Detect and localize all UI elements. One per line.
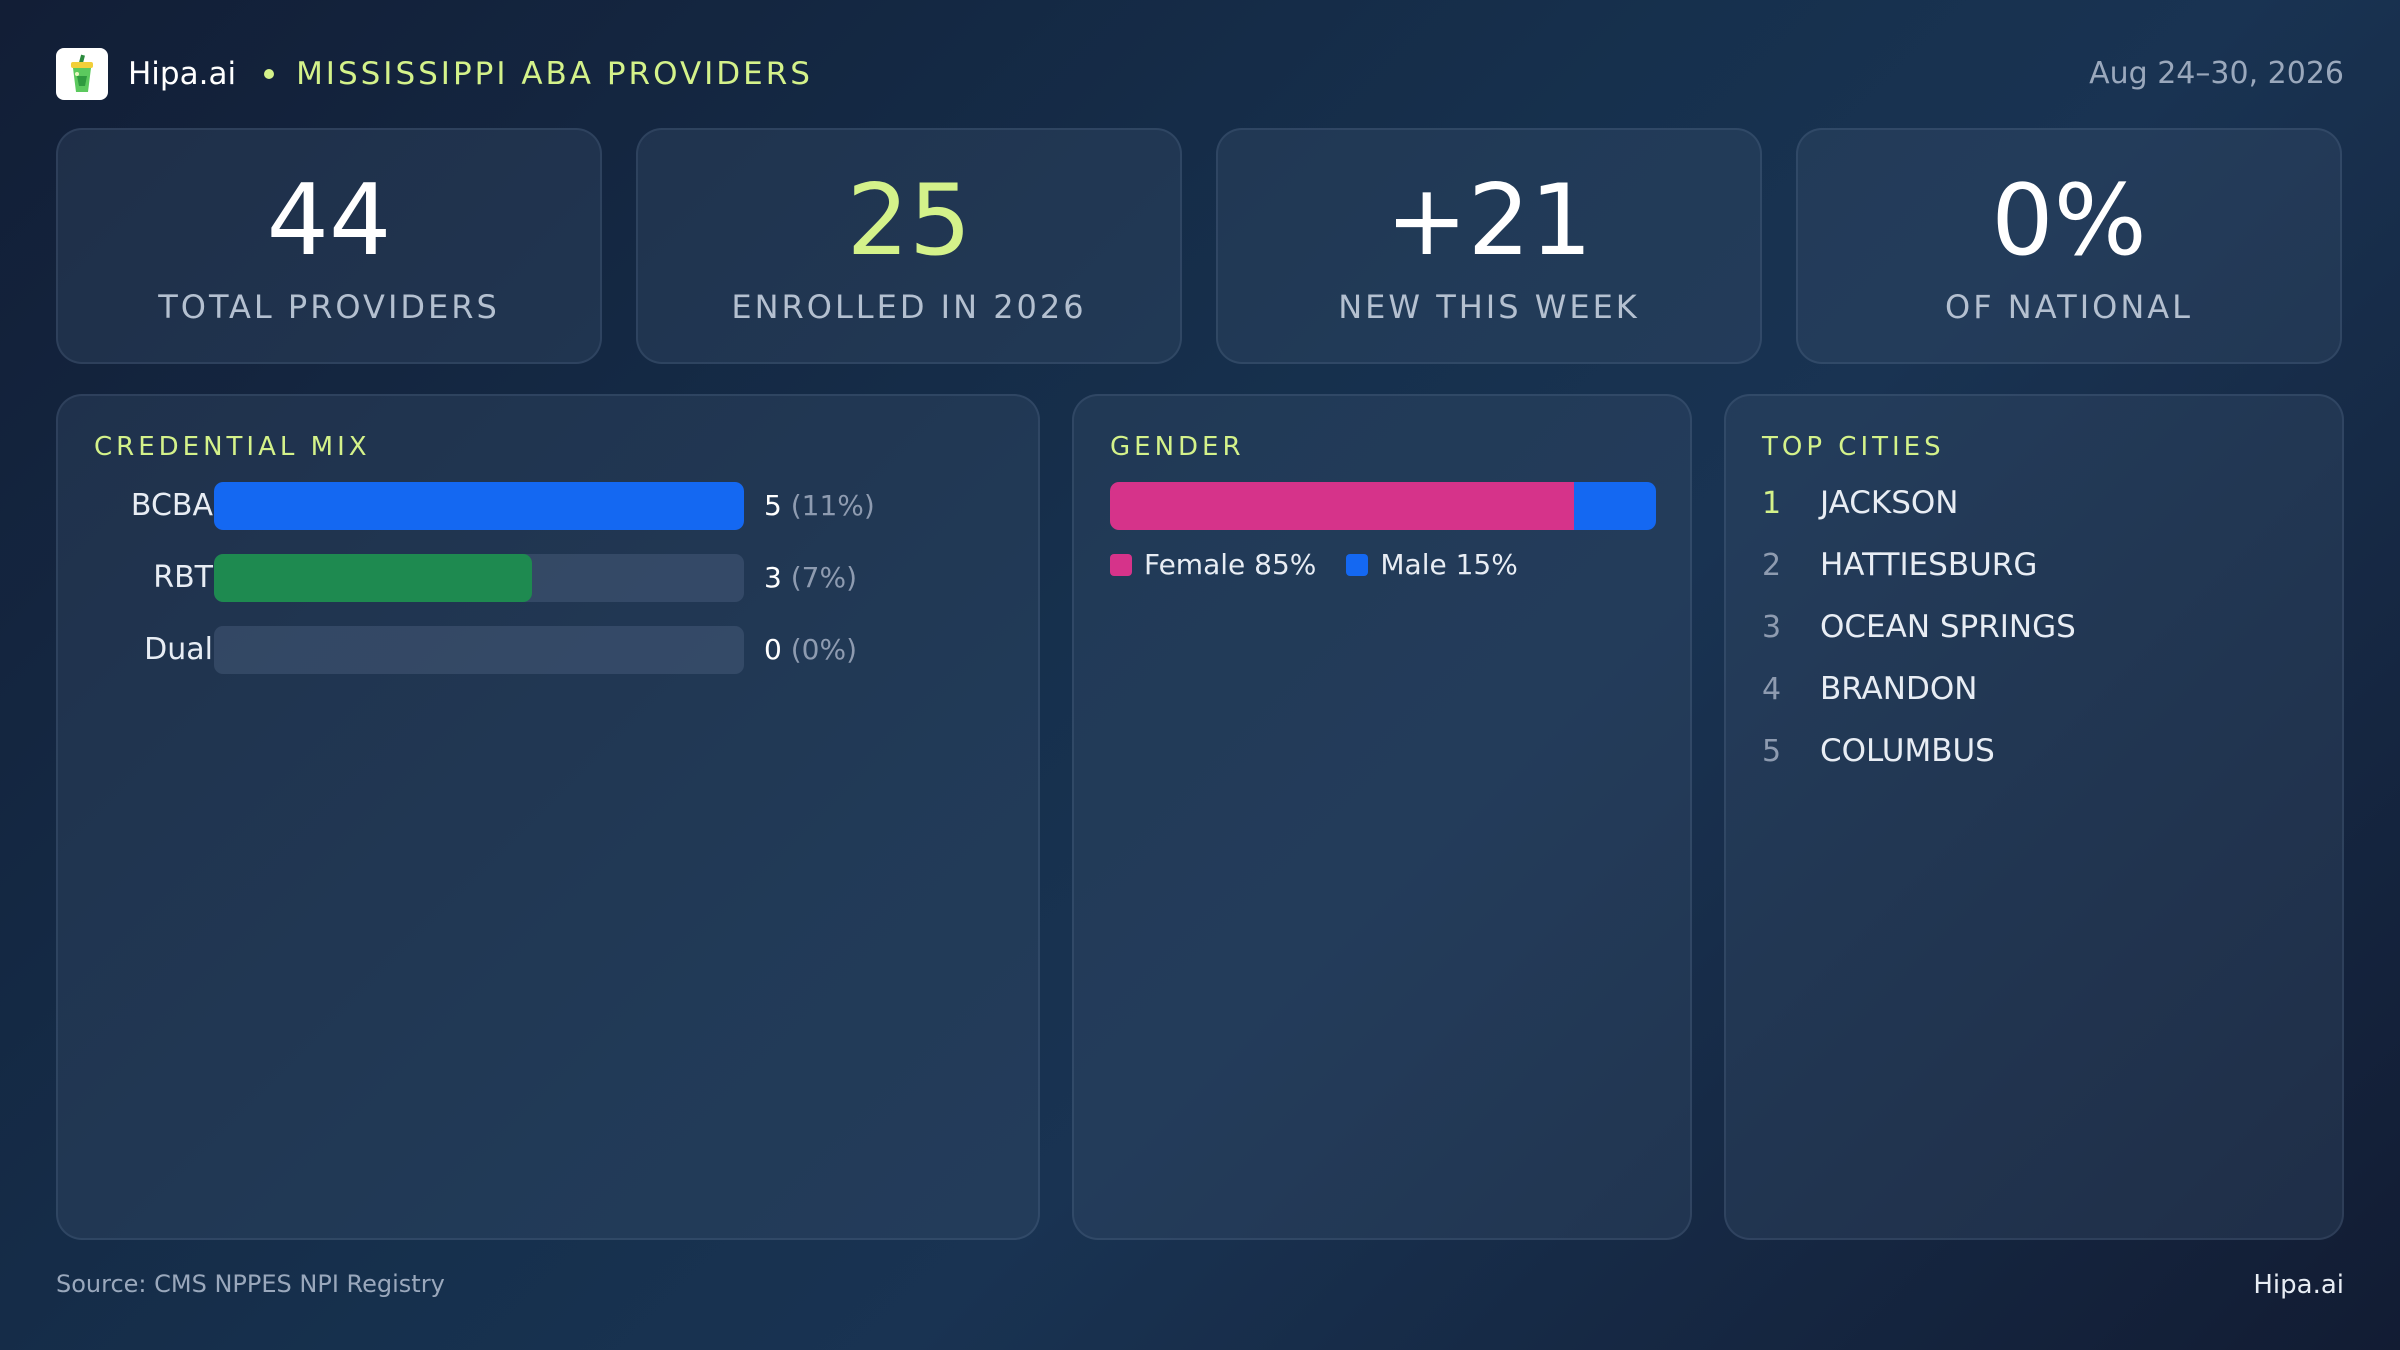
date-range: Aug 24–30, 2026 bbox=[2089, 56, 2344, 91]
kpi-card-enrolled: 25 ENROLLED IN 2026 bbox=[636, 128, 1182, 364]
credential-row-bcba: BCBA 5 (11%) bbox=[58, 482, 1058, 530]
legend-item-male: Male 15% bbox=[1346, 548, 1518, 581]
credential-pct: (7%) bbox=[790, 561, 858, 594]
city-name: OCEAN SPRINGS bbox=[1820, 609, 2076, 645]
city-item: 1 JACKSON bbox=[1762, 478, 1959, 528]
kpi-label: OF NATIONAL bbox=[1945, 288, 2193, 326]
kpi-label: ENROLLED IN 2026 bbox=[731, 288, 1087, 326]
top-cities-panel: TOP CITIES 1 JACKSON 2 HATTIESBURG 3 OCE… bbox=[1724, 394, 2344, 1240]
credential-row-rbt: RBT 3 (7%) bbox=[58, 554, 1058, 602]
panel-title: GENDER bbox=[1110, 432, 1245, 462]
city-name: HATTIESBURG bbox=[1820, 547, 2038, 583]
city-rank: 5 bbox=[1762, 733, 1782, 769]
kpi-card-new-this-week: +21 NEW THIS WEEK bbox=[1216, 128, 1762, 364]
city-rank: 4 bbox=[1762, 671, 1782, 707]
page-title: MISSISSIPPI ABA PROVIDERS bbox=[296, 56, 813, 92]
city-rank: 3 bbox=[1762, 609, 1782, 645]
panel-title: CREDENTIAL MIX bbox=[94, 432, 371, 462]
brand-name: Hipa.ai bbox=[128, 56, 237, 92]
kpi-card-of-national: 0% OF NATIONAL bbox=[1796, 128, 2342, 364]
credential-count: 0 (0%) bbox=[764, 633, 858, 666]
separator-dot bbox=[264, 69, 275, 79]
credential-count: 5 (11%) bbox=[764, 489, 875, 522]
footer-brand: Hipa.ai bbox=[2253, 1270, 2344, 1300]
source-note: Source: CMS NPPES NPI Registry bbox=[56, 1270, 445, 1298]
gender-legend: Female 85% Male 15% bbox=[1110, 548, 1548, 581]
kpi-label: NEW THIS WEEK bbox=[1338, 288, 1640, 326]
credential-bar-track bbox=[214, 626, 744, 674]
legend-item-female: Female 85% bbox=[1110, 548, 1316, 581]
gender-bar bbox=[1110, 482, 1656, 530]
city-item: 4 BRANDON bbox=[1762, 664, 1977, 714]
city-item: 2 HATTIESBURG bbox=[1762, 540, 2037, 590]
legend-label: Female 85% bbox=[1144, 548, 1317, 581]
kpi-value: +21 bbox=[1385, 164, 1593, 278]
gender-bar-female bbox=[1110, 482, 1575, 530]
credential-bar-fill bbox=[214, 554, 532, 602]
legend-swatch bbox=[1110, 553, 1132, 576]
city-rank: 2 bbox=[1762, 547, 1782, 583]
city-name: JACKSON bbox=[1820, 485, 1959, 521]
city-name: COLUMBUS bbox=[1820, 733, 1995, 769]
kpi-value: 25 bbox=[846, 164, 972, 278]
credential-bar-track bbox=[214, 482, 744, 530]
kpi-value: 0% bbox=[1991, 164, 2147, 278]
credential-bar-fill bbox=[214, 482, 744, 530]
city-item: 5 COLUMBUS bbox=[1762, 726, 1995, 776]
gender-bar-male bbox=[1574, 482, 1656, 530]
legend-swatch bbox=[1346, 553, 1369, 576]
gender-panel: GENDER Female 85% Male 15% bbox=[1072, 394, 1692, 1240]
credential-label: RBT bbox=[153, 560, 213, 595]
panel-title: TOP CITIES bbox=[1762, 432, 1945, 462]
city-rank: 1 bbox=[1762, 485, 1782, 521]
legend-label: Male 15% bbox=[1380, 548, 1518, 581]
kpi-value: 44 bbox=[266, 164, 392, 278]
credential-mix-panel: CREDENTIAL MIX BCBA 5 (11%) RBT 3 (7%) D… bbox=[56, 394, 1040, 1240]
credential-bar-track bbox=[214, 554, 744, 602]
credential-label: Dual bbox=[144, 632, 213, 667]
city-item: 3 OCEAN SPRINGS bbox=[1762, 602, 2076, 652]
kpi-card-total-providers: 44 TOTAL PROVIDERS bbox=[56, 128, 602, 364]
city-name: BRANDON bbox=[1820, 671, 1978, 707]
credential-pct: (11%) bbox=[790, 489, 875, 522]
kpi-label: TOTAL PROVIDERS bbox=[158, 288, 500, 326]
cup-icon bbox=[56, 48, 108, 100]
credential-count: 3 (7%) bbox=[764, 561, 858, 594]
header: Hipa.ai MISSISSIPPI ABA PROVIDERS bbox=[56, 46, 813, 102]
credential-pct: (0%) bbox=[790, 633, 858, 666]
credential-label: BCBA bbox=[130, 488, 213, 523]
credential-row-dual: Dual 0 (0%) bbox=[58, 626, 1058, 674]
